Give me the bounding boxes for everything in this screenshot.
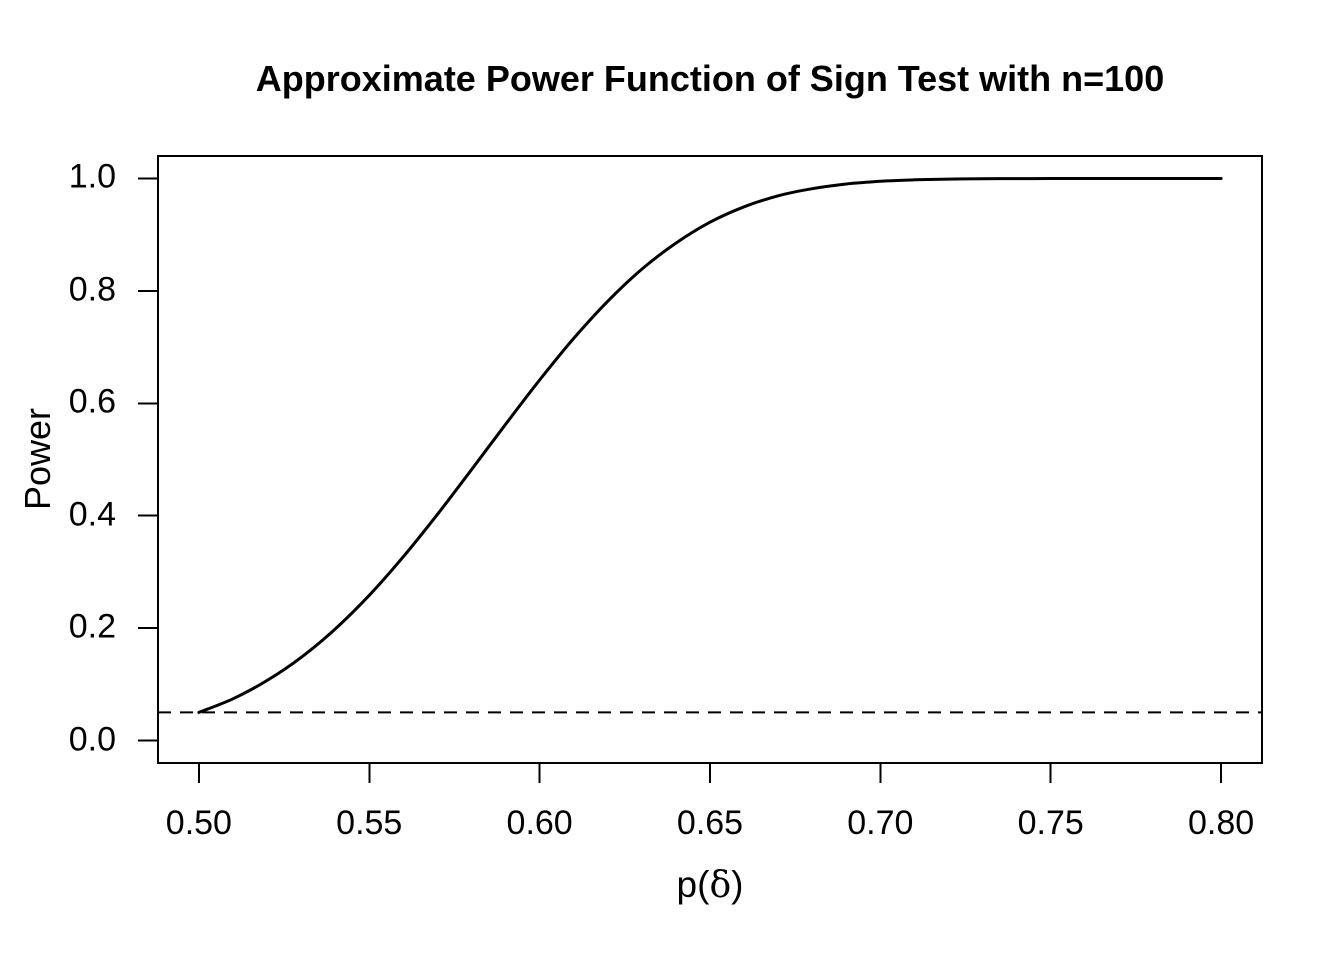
power-curve — [197, 177, 1223, 714]
x-axis-label-suffix: ) — [731, 864, 744, 905]
x-tick-label: 0.50 — [165, 804, 232, 842]
y-tick-label: 0.6 — [68, 383, 116, 422]
y-tick-label: 0.0 — [68, 720, 116, 759]
x-tick-label: 0.75 — [1017, 804, 1084, 842]
x-axis-ticks — [197, 763, 1223, 783]
y-tick-label: 1.0 — [68, 158, 116, 197]
y-axis-ticks — [138, 177, 158, 742]
delta-symbol: δ — [709, 865, 732, 906]
x-tick-label: 0.70 — [847, 804, 914, 842]
x-axis-label-prefix: p( — [676, 864, 710, 905]
x-tick-label: 0.55 — [336, 804, 403, 842]
y-tick-label: 0.4 — [68, 495, 116, 534]
plot-box — [157, 155, 1263, 764]
x-tick-label: 0.80 — [1188, 804, 1255, 842]
chart-title: Approximate Power Function of Sign Test … — [255, 58, 1165, 99]
x-axis-label: p(δ) — [158, 864, 1262, 906]
y-tick-label: 0.8 — [68, 270, 116, 309]
x-tick-label: 0.60 — [506, 804, 573, 842]
x-tick-label: 0.65 — [676, 804, 744, 842]
y-tick-label: 0.2 — [68, 607, 116, 646]
